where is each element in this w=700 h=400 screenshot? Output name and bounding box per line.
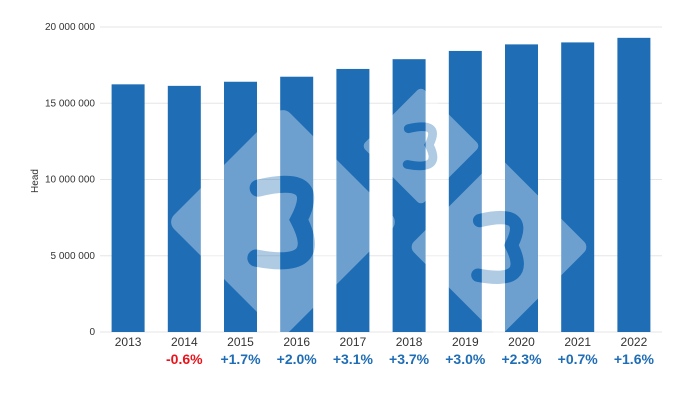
x-tick-label: 2022 xyxy=(621,335,648,349)
watermark-diamond-icon xyxy=(171,110,395,334)
x-tick-label: 2016 xyxy=(283,335,310,349)
y-tick-label: 5 000 000 xyxy=(51,251,96,262)
bar-2013 xyxy=(111,84,145,332)
bar-2014 xyxy=(167,85,201,333)
change-label: +1.6% xyxy=(614,351,655,367)
watermark-diamond-icon xyxy=(363,88,479,204)
bar-2018 xyxy=(392,59,426,333)
bar-2020 xyxy=(505,44,538,332)
x-tick-label: 2017 xyxy=(340,335,367,349)
bar-2022 xyxy=(617,37,651,332)
x-tick-label: 2015 xyxy=(227,335,254,349)
y-tick-label: 0 xyxy=(89,327,95,338)
x-tick-label: 2013 xyxy=(115,335,142,349)
bar-2019 xyxy=(448,50,482,332)
bar-2021 xyxy=(561,42,595,333)
change-label: +3.7% xyxy=(389,351,430,367)
bar-2015 xyxy=(224,81,257,332)
bar-2016 xyxy=(280,76,314,332)
y-axis-ticks: 0 5 000 000 10 000 000 15 000 000 20 000 000 xyxy=(45,22,96,338)
x-tick-label: 2021 xyxy=(564,335,591,349)
change-label: +1.7% xyxy=(220,351,261,367)
y-tick-label: 20 000 000 xyxy=(45,22,95,33)
change-label: -0.6% xyxy=(166,351,203,367)
watermark-diamond-icon xyxy=(411,159,587,335)
y-tick-label: 15 000 000 xyxy=(45,98,95,109)
x-tick-label: 2019 xyxy=(452,335,479,349)
watermark-logo-icon xyxy=(171,88,587,335)
change-label: +3.1% xyxy=(333,351,374,367)
x-tick-label: 2020 xyxy=(508,335,535,349)
bar-2017 xyxy=(336,68,370,332)
change-label: +2.0% xyxy=(277,351,318,367)
change-label: +0.7% xyxy=(558,351,599,367)
x-tick-label: 2014 xyxy=(171,335,198,349)
x-tick-label: 2018 xyxy=(396,335,423,349)
bars xyxy=(111,37,651,333)
y-axis-title: Head xyxy=(30,169,41,193)
y-tick-label: 10 000 000 xyxy=(45,175,95,186)
change-label: +3.0% xyxy=(445,351,486,367)
x-axis-ticks: 2013 2014 2015 2016 2017 2018 2019 2020 2021 2022 xyxy=(115,335,648,349)
change-label: +2.3% xyxy=(501,351,542,367)
change-labels: -0.6% +1.7% +2.0% +3.1% +3.7% +3.0% +2.3% +0.7%… xyxy=(166,351,654,367)
